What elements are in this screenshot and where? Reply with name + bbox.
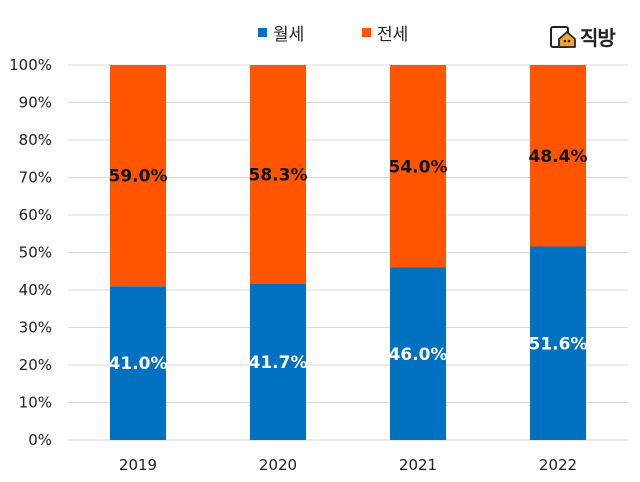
legend-item-jeonse: 전세 [362,20,408,45]
data-label: 51.6% [529,334,588,354]
data-label: 41.0% [109,354,168,374]
bar-segment-monthly [390,267,446,440]
y-tick-label: 100% [9,56,52,74]
data-label: 46.0% [389,345,448,365]
x-tick-label: 2020 [259,456,297,474]
y-tick-label: 10% [19,394,52,412]
bar-segment-jeonse [250,65,306,284]
data-label: 59.0% [109,167,168,187]
legend-swatch-monthly [258,28,267,37]
y-tick-label: 90% [19,94,52,112]
legend-label-jeonse: 전세 [377,25,409,45]
y-tick-label: 40% [19,281,52,299]
x-tick-label: 2022 [539,456,577,474]
bar-segment-monthly [110,286,166,440]
legend-swatch-jeonse [362,28,371,37]
bar-segment-jeonse [110,65,166,287]
bar-segment-monthly [250,283,306,440]
data-label: 41.7% [249,353,308,373]
bar-segment-jeonse [530,65,586,247]
y-tick-label: 0% [28,431,52,449]
bar-segment-jeonse [390,65,446,268]
logo-text: 직방 [580,26,616,50]
x-tick-label: 2019 [119,456,157,474]
y-tick-label: 20% [19,356,52,374]
data-label: 58.3% [249,165,308,185]
data-label: 54.0% [389,157,448,177]
y-tick-label: 60% [19,206,52,224]
y-tick-label: 30% [19,319,52,337]
bar-segment-monthly [530,246,586,440]
data-label: 48.4% [529,147,588,167]
legend-item-monthly: 월세 [258,20,304,45]
y-tick-label: 70% [19,169,52,187]
x-tick-label: 2021 [399,456,437,474]
y-tick-label: 80% [19,131,52,149]
zigbang-logo: 직방 [550,22,616,51]
legend: 월세 전세 [0,20,640,45]
y-tick-label: 50% [19,244,52,262]
legend-label-monthly: 월세 [273,25,305,45]
house-icon [550,25,576,48]
